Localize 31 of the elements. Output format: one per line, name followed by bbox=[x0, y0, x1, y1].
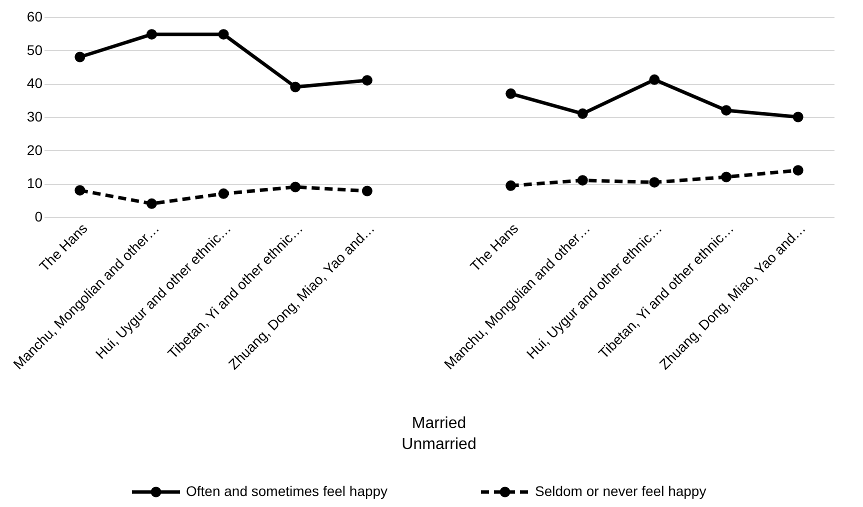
point bbox=[74, 52, 86, 62]
point bbox=[290, 82, 301, 92]
point bbox=[649, 177, 660, 188]
point bbox=[577, 175, 588, 186]
legend-label: Seldom or never feel happy bbox=[535, 483, 706, 499]
point bbox=[146, 29, 157, 40]
point bbox=[362, 75, 372, 86]
y-tick-label: 50 bbox=[26, 42, 43, 58]
point bbox=[721, 105, 732, 116]
point bbox=[218, 188, 229, 199]
point bbox=[362, 186, 372, 196]
point bbox=[721, 172, 732, 182]
point bbox=[577, 108, 588, 119]
text: Married bbox=[412, 415, 466, 432]
point bbox=[506, 88, 516, 99]
text: Unmarried bbox=[402, 436, 476, 453]
legend-label: Often and sometimes feel happy bbox=[186, 483, 388, 499]
y-tick-label: 40 bbox=[26, 75, 43, 92]
point bbox=[74, 185, 86, 196]
point bbox=[792, 165, 804, 176]
y-tick-label: 0 bbox=[34, 208, 43, 224]
point bbox=[218, 29, 229, 40]
point bbox=[506, 180, 516, 191]
y-tick-label: 60 bbox=[26, 8, 43, 24]
point bbox=[146, 198, 157, 209]
point bbox=[792, 112, 804, 122]
y-tick-label: 10 bbox=[26, 175, 43, 192]
y-tick-label: 30 bbox=[26, 108, 43, 124]
point bbox=[649, 74, 660, 85]
y-tick-label: 20 bbox=[26, 142, 43, 158]
point bbox=[290, 182, 301, 192]
